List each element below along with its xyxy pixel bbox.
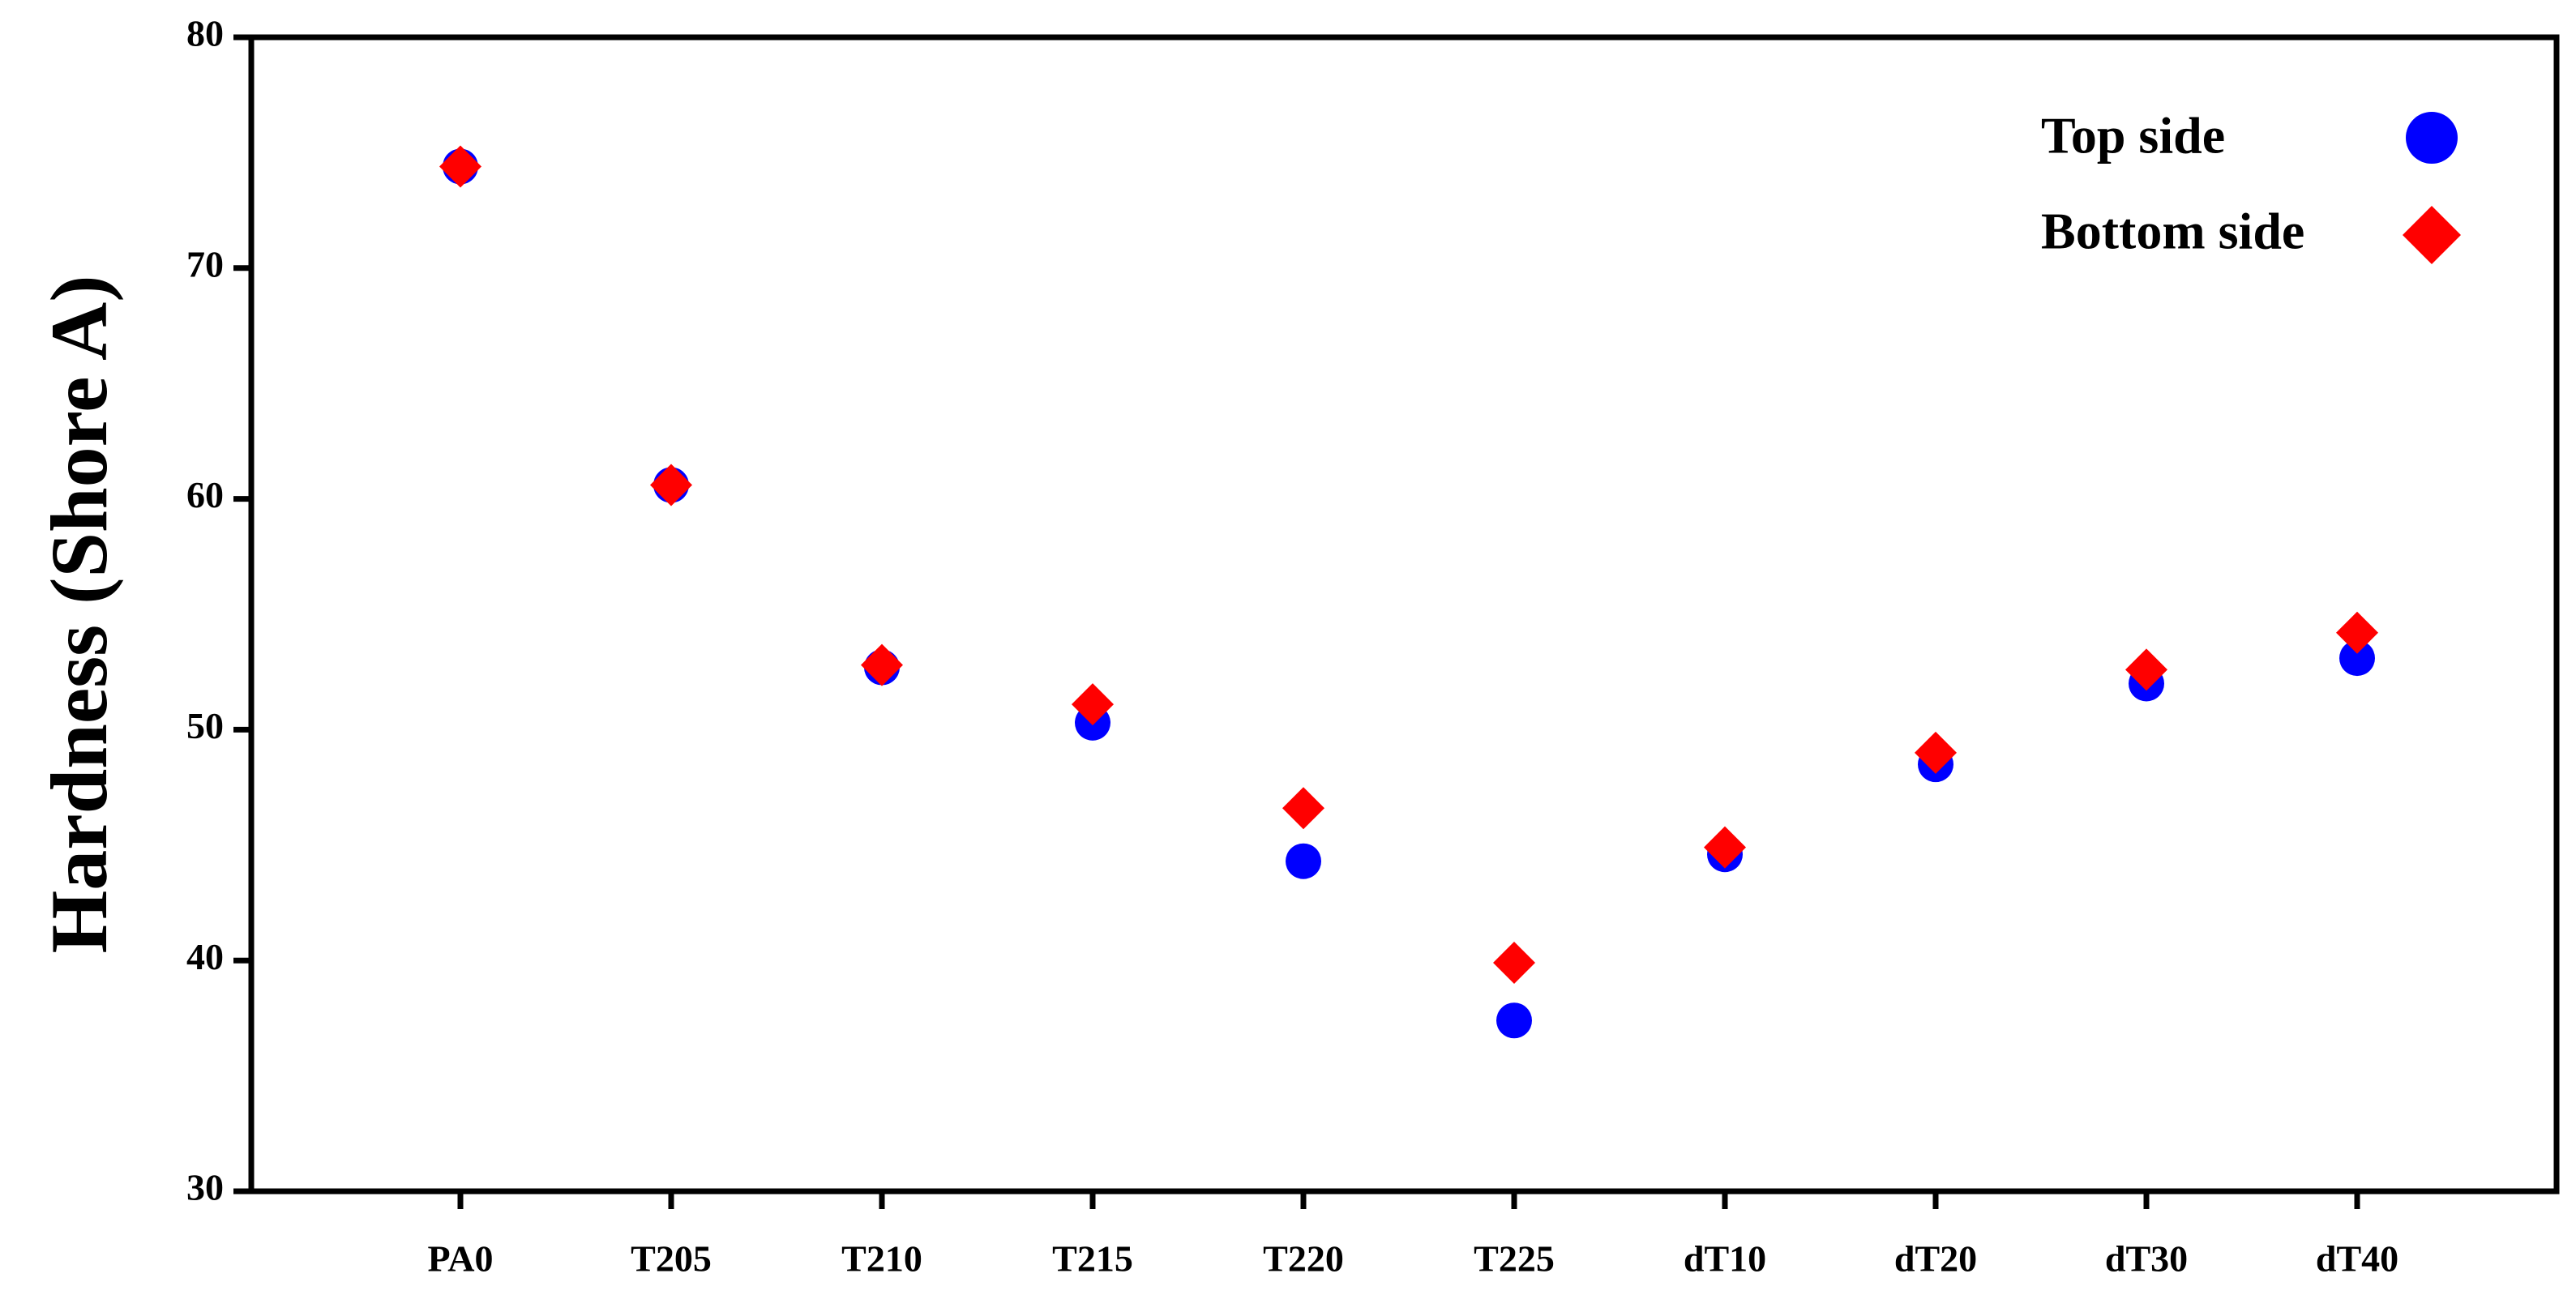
bottom-side-point-t210 [861, 643, 903, 686]
x-tick-label: dT20 [1894, 1238, 1977, 1280]
y-tick-label: 40 [186, 936, 224, 977]
bottom-side-point-dt20 [1915, 731, 1957, 774]
x-tick-label: dT30 [2105, 1238, 2188, 1280]
top-side-point-t225 [1496, 1002, 1532, 1039]
bottom-side-point-dt30 [2125, 648, 2167, 691]
y-tick-label: 50 [186, 705, 224, 746]
legend-label-bottom-side: Bottom side [2041, 203, 2304, 260]
bottom-side-point-dt40 [2336, 611, 2378, 654]
data-marks [439, 145, 2378, 1039]
x-tick-label: dT10 [1684, 1238, 1766, 1280]
y-tick-label: 80 [186, 13, 224, 54]
legend-label-top-side: Top side [2041, 107, 2225, 165]
y-tick-label: 70 [186, 243, 224, 284]
y-axis-title: Hardness (Shore A) [34, 275, 124, 953]
x-tick-label: T220 [1263, 1238, 1344, 1280]
x-tick-label: PA0 [428, 1238, 494, 1280]
top-side-point-dt40 [2339, 640, 2375, 677]
top-side-point-t220 [1286, 843, 1321, 879]
x-tick-label: T215 [1052, 1238, 1133, 1280]
bottom-side-point-t205 [650, 464, 692, 506]
bottom-side-point-t225 [1493, 942, 1535, 985]
bottom-side-point-t215 [1072, 683, 1114, 726]
x-tick-label: T210 [841, 1238, 922, 1280]
bottom-side-point-dt10 [1704, 826, 1746, 869]
plot-frame [248, 34, 2560, 1195]
legend: Top side Bottom side [2041, 107, 2461, 264]
bottom-side-point-t220 [1282, 787, 1324, 830]
x-tick-label: T225 [1474, 1238, 1555, 1280]
y-tick-label: 30 [186, 1167, 224, 1208]
legend-marker-top-side [2406, 112, 2458, 164]
y-tick-label: 60 [186, 474, 224, 515]
x-tick-label: dT40 [2316, 1238, 2398, 1280]
x-axis-ticks: PA0 T205 T210 T215 T220 T225 dT10 dT20 dT30 dT40 [428, 1191, 2398, 1280]
legend-marker-bottom-side [2403, 206, 2461, 264]
y-axis-ticks: 30 40 50 60 70 80 [186, 13, 251, 1208]
x-tick-label: T205 [631, 1238, 712, 1280]
bottom-side-point-pa0 [439, 145, 481, 188]
